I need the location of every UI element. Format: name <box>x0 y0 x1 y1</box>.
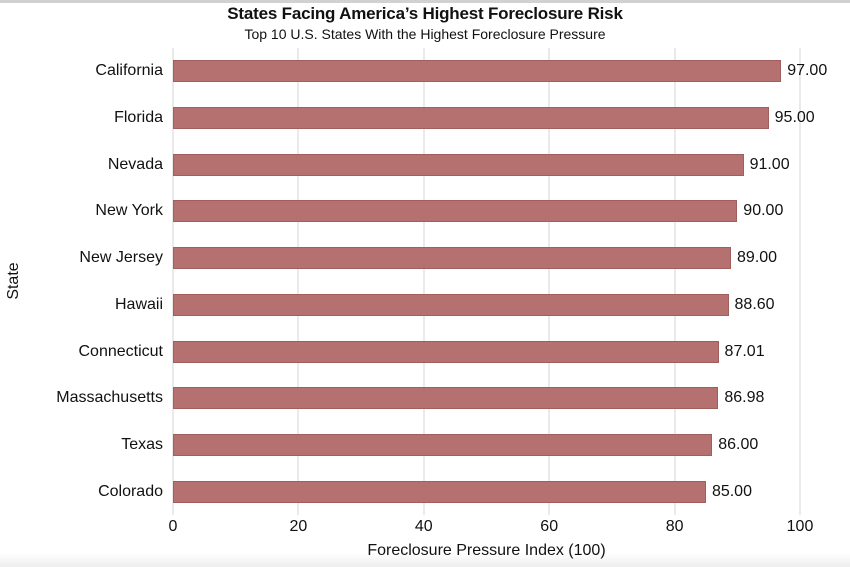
category-label-hawaii: Hawaii <box>114 295 163 313</box>
value-label-nevada: 91.00 <box>749 155 790 173</box>
value-label-new-jersey: 89.00 <box>737 249 778 267</box>
x-tick-label-0: 0 <box>168 518 178 535</box>
x-tick-label-100: 100 <box>786 518 814 535</box>
category-label-florida: Florida <box>114 109 163 127</box>
bar-row-texas: 86.00 <box>173 422 800 469</box>
bar-rows: 97.00 95.00 91.00 90.00 89.00 88.60 87.01 86.98… <box>173 48 827 515</box>
bar-connecticut <box>173 340 719 363</box>
value-label-massachusetts: 86.98 <box>724 389 765 407</box>
category-label-texas: Texas <box>121 435 163 453</box>
bar-texas <box>173 433 713 456</box>
plot-area: 97.00 95.00 91.00 90.00 89.00 88.60 87.01 86.98… <box>172 48 827 515</box>
value-label-california: 97.00 <box>787 62 828 80</box>
chart-title: States Facing America’s Highest Foreclos… <box>227 4 623 23</box>
category-label-nevada: Nevada <box>107 155 163 173</box>
value-label-new-york: 90.00 <box>743 202 784 220</box>
y-axis-category-labels: California Florida Nevada New York New Jerse… <box>0 48 163 515</box>
gridline-80 <box>674 48 676 515</box>
x-axis-tick-labels: 0 20 40 60 80 100 <box>169 518 814 538</box>
value-label-hawaii: 88.60 <box>734 295 775 313</box>
bar-florida <box>173 107 769 130</box>
bar-row-new-york: 90.00 <box>173 188 800 235</box>
x-tick-label-20: 20 <box>289 518 308 535</box>
category-label-connecticut: Connecticut <box>78 342 164 360</box>
x-tick-label-80: 80 <box>665 518 684 535</box>
bar-new-jersey <box>173 247 732 270</box>
chart-subtitle: Top 10 U.S. States With the Highest Fore… <box>244 26 606 42</box>
window-top-edge <box>0 0 850 3</box>
bar-row-massachusetts: 86.98 <box>173 375 800 422</box>
gridline-100 <box>799 48 801 515</box>
bar-row-florida: 95.00 <box>173 95 815 142</box>
category-label-new-york: New York <box>95 202 163 220</box>
bar-new-york <box>173 200 738 223</box>
bar-row-connecticut: 87.01 <box>173 328 800 375</box>
bar-row-hawaii: 88.60 <box>173 282 800 329</box>
gridline-0 <box>172 48 174 515</box>
bar-nevada <box>173 153 744 176</box>
bar-massachusetts <box>173 387 719 410</box>
gridline-20 <box>297 48 299 515</box>
x-tick-label-40: 40 <box>414 518 433 535</box>
category-label-massachusetts: Massachusetts <box>56 389 163 407</box>
value-label-connecticut: 87.01 <box>724 342 765 360</box>
bar-row-colorado: 85.00 <box>173 468 800 515</box>
x-tick-label-60: 60 <box>540 518 559 535</box>
category-label-california: California <box>95 62 163 80</box>
category-label-colorado: Colorado <box>98 482 163 500</box>
bar-row-nevada: 91.00 <box>173 141 800 188</box>
value-label-florida: 95.00 <box>774 109 815 127</box>
x-axis-title: Foreclosure Pressure Index (100) <box>367 542 606 559</box>
bar-california <box>173 60 782 83</box>
gridline-40 <box>423 48 425 515</box>
bar-row-new-jersey: 89.00 <box>173 235 800 282</box>
bar-hawaii <box>173 293 729 316</box>
value-label-colorado: 85.00 <box>711 482 752 500</box>
bar-colorado <box>173 480 706 503</box>
value-label-texas: 86.00 <box>718 435 759 453</box>
category-label-new-jersey: New Jersey <box>79 249 163 267</box>
gridline-60 <box>548 48 550 515</box>
bar-row-california: 97.00 <box>173 48 827 95</box>
